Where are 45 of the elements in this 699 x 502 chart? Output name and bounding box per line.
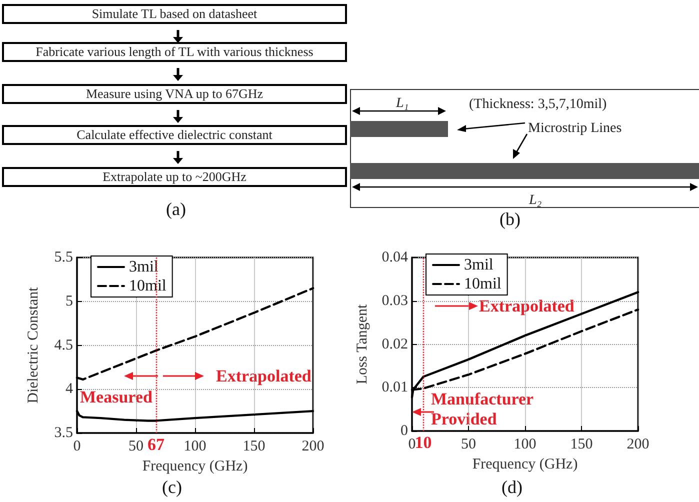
text: Calculate effective dielectric constant — [2, 125, 347, 145]
legend-label: 3mil — [464, 256, 494, 274]
y-tick-label: 0 — [400, 423, 408, 439]
text: Extrapolate up to ~200GHz — [2, 167, 347, 187]
text: Simulate TL based on datasheet — [2, 4, 347, 24]
x-tick-label: 200 — [626, 436, 650, 452]
ref-line-label: 10 — [414, 433, 432, 452]
y-tick-label: 0.03 — [382, 292, 408, 309]
text: (Thickness: 3,5,7,10mil) — [469, 97, 607, 113]
y-tick-label: 0.04 — [382, 250, 408, 266]
annotation: Measured — [80, 388, 153, 406]
text: (c) — [162, 477, 182, 498]
x-tick-label: 50 — [461, 436, 476, 452]
x-axis-title: Frequency (GHz) — [142, 458, 248, 474]
y-tick-label: 0.02 — [382, 336, 408, 352]
x-tick-label: 100 — [514, 436, 536, 452]
y-tick-label: 3.5 — [54, 425, 73, 441]
text: Measure using VNA up to 67GHz — [2, 84, 347, 104]
y-tick-label: 4.5 — [54, 337, 73, 354]
text: L₁ — [396, 96, 409, 112]
y-tick-label: 5 — [66, 293, 73, 310]
text: Fabricate various length of TL with various thickness — [2, 42, 347, 62]
text: Microstrip Lines — [528, 121, 622, 137]
text: (a) — [166, 199, 186, 220]
x-tick-label: 150 — [570, 436, 593, 452]
y-tick-label: 5.5 — [54, 250, 73, 266]
legend-label: 10mil — [464, 276, 502, 292]
ref-line-label: 67 — [148, 435, 166, 454]
legend-label: 10mil — [129, 278, 167, 294]
legend-label: 3mil — [129, 258, 159, 276]
annotation: Manufacturer Provided — [431, 390, 538, 428]
annotation: Extrapolated — [479, 296, 575, 316]
text: (b) — [500, 209, 520, 230]
x-tick-label: 150 — [242, 438, 266, 454]
y-axis-title: Loss Tangent — [354, 303, 370, 384]
x-axis-title: Frequency (GHz) — [472, 456, 578, 472]
text: (d) — [502, 477, 522, 498]
x-tick-label: 50 — [128, 438, 144, 454]
x-tick-label: 200 — [302, 438, 324, 454]
y-tick-label: 4 — [66, 381, 74, 398]
text: L₂ — [529, 193, 542, 209]
x-tick-label: 100 — [184, 438, 206, 454]
y-tick-label: 0.01 — [382, 380, 408, 396]
annotation: Extrapolated — [216, 366, 312, 386]
y-axis-title: Dielectric Constant — [26, 286, 42, 404]
